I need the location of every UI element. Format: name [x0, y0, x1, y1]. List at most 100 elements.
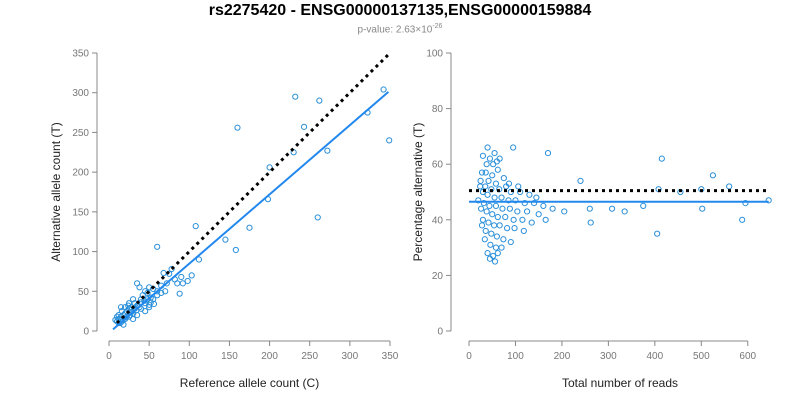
- data-point: [138, 296, 145, 303]
- data-point: [486, 202, 493, 209]
- data-point: [129, 315, 137, 323]
- p-value-prefix: p-value:: [357, 24, 396, 36]
- data-point: [540, 202, 547, 209]
- data-point: [709, 172, 717, 179]
- data-point: [134, 312, 141, 319]
- p-value-subtitle: p-value: 2.63×10-26: [0, 23, 800, 35]
- data-point: [246, 224, 253, 231]
- data-point: [492, 202, 500, 209]
- data-point: [176, 290, 183, 297]
- data-point: [234, 124, 241, 131]
- x-tick-label: 300: [342, 351, 359, 362]
- data-points: [475, 144, 772, 265]
- data-point: [160, 269, 167, 277]
- data-point: [117, 304, 125, 311]
- data-point: [477, 177, 484, 184]
- data-point: [503, 225, 511, 232]
- x-tick-label: 0: [106, 351, 112, 362]
- x-axis-label: Reference allele count (C): [180, 376, 319, 390]
- data-point: [510, 144, 517, 151]
- data-point: [658, 155, 665, 162]
- data-point: [482, 227, 489, 235]
- data-point: [544, 149, 552, 157]
- x-tick-label: 50: [144, 351, 156, 362]
- data-point: [477, 205, 485, 212]
- y-tick-label: 20: [432, 271, 444, 282]
- data-point: [506, 205, 513, 212]
- y-tick-label: 0: [83, 327, 89, 338]
- data-point: [699, 205, 706, 212]
- data-point: [496, 155, 503, 162]
- data-point: [475, 197, 482, 204]
- y-tick-label: 100: [72, 247, 89, 258]
- y-tick-label: 300: [72, 88, 89, 99]
- data-point: [533, 194, 540, 201]
- data-point: [549, 205, 556, 212]
- x-tick-label: 250: [301, 351, 318, 362]
- data-point: [739, 216, 746, 223]
- data-point: [142, 308, 149, 315]
- data-point: [178, 273, 185, 281]
- chart-title: rs2275420 - ENSG00000137135,ENSG00000159…: [208, 2, 592, 19]
- data-point: [113, 313, 121, 320]
- data-point: [483, 208, 490, 215]
- y-tick-label: 350: [72, 49, 89, 60]
- data-point: [486, 155, 494, 162]
- y-tick-label: 150: [72, 207, 89, 218]
- data-point: [150, 300, 158, 308]
- data-point: [492, 244, 500, 251]
- data-point: [507, 238, 514, 246]
- data-point: [129, 296, 137, 303]
- data-point: [512, 197, 519, 204]
- data-point: [195, 256, 203, 263]
- data-point: [485, 177, 492, 184]
- data-point: [478, 169, 486, 176]
- data-point: [528, 219, 535, 226]
- data-point: [523, 208, 531, 215]
- data-point: [484, 250, 491, 257]
- data-point: [316, 97, 323, 104]
- x-tick-label: 400: [647, 351, 664, 362]
- x-tick-label: 350: [382, 351, 399, 362]
- data-point: [515, 183, 522, 190]
- data-point: [184, 277, 191, 285]
- data-point: [492, 180, 500, 187]
- y-tick-label: 0: [437, 327, 443, 338]
- data-point: [494, 213, 501, 221]
- data-point: [162, 288, 169, 295]
- data-point: [479, 216, 487, 223]
- x-tick-label: 500: [693, 351, 710, 362]
- x-tick-label: 150: [221, 351, 238, 362]
- data-point: [380, 86, 387, 93]
- data-point: [478, 222, 486, 229]
- y-tick-label: 100: [426, 49, 443, 60]
- panel-1: 0 50 100 150 200 250 300 350 0 50 100 150 200 250 300 3…: [49, 49, 399, 391]
- data-point: [490, 161, 497, 168]
- data-point: [487, 241, 494, 248]
- data-point: [188, 272, 195, 279]
- y-tick-label: 60: [432, 160, 444, 171]
- data-point: [488, 230, 495, 237]
- x-tick-label: 100: [507, 351, 524, 362]
- data-point: [112, 316, 119, 323]
- data-point: [489, 211, 496, 218]
- data-point: [484, 191, 491, 198]
- data-point: [494, 250, 501, 257]
- data-point: [496, 222, 503, 229]
- y-tick-label: 50: [78, 287, 90, 298]
- y-tick-label: 250: [72, 128, 89, 139]
- data-point: [477, 183, 484, 190]
- data-point: [494, 166, 501, 173]
- data-point: [163, 280, 170, 287]
- data-point: [609, 205, 616, 212]
- data-point: [192, 223, 199, 230]
- x-tick-label: 0: [466, 351, 472, 362]
- data-point: [120, 321, 127, 328]
- data-point: [587, 219, 594, 226]
- data-point: [485, 219, 492, 226]
- data-point: [324, 147, 331, 154]
- data-point: [483, 161, 490, 168]
- panel-2: 0 100 200 300 400 500 600 0 20 40 60 80 100 Total num…: [411, 49, 772, 390]
- data-point: [505, 197, 512, 204]
